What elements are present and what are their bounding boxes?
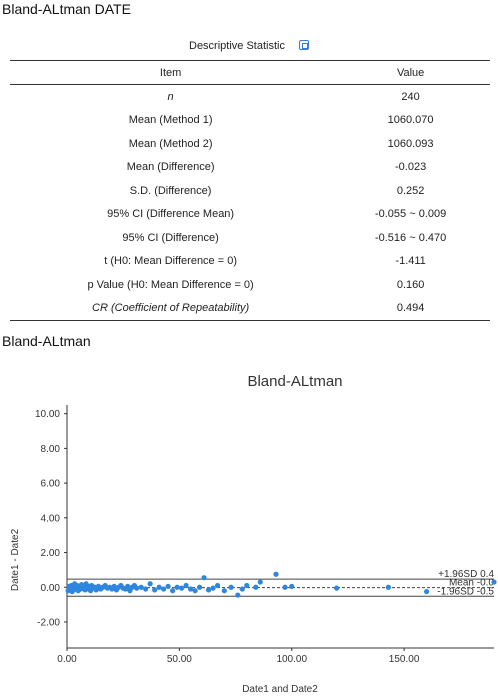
data-point — [143, 586, 149, 592]
row-label: n — [167, 90, 174, 103]
x-tick-label: 50.00 — [167, 654, 192, 665]
row-value: 0.160 — [396, 278, 425, 291]
data-point — [174, 584, 180, 590]
table-row: 95% CI (Difference) -0.516 ~ 0.470 — [10, 226, 490, 250]
data-point — [192, 588, 198, 594]
mean-label: Mean -0.0 — [449, 578, 494, 589]
row-value: 1060.070 — [387, 114, 434, 127]
y-tick-label: 4.00 — [41, 513, 61, 524]
data-point — [257, 579, 263, 585]
row-value: -0.055 ~ 0.009 — [374, 208, 447, 221]
section-heading-date: Bland-ALtman DATE — [2, 1, 131, 17]
table-row: CR (Coefficient of Repeatability) 0.494 — [10, 296, 490, 321]
data-point — [196, 584, 203, 590]
y-tick-label: 10.00 — [35, 409, 60, 420]
table-row: Mean (Method 2) 1060.093 — [10, 132, 490, 156]
data-point — [221, 588, 227, 594]
row-value: 1060.093 — [387, 137, 434, 150]
data-point — [491, 579, 497, 585]
data-point — [201, 575, 207, 581]
table-row: t (H0: Mean Difference = 0) -1.411 — [10, 250, 490, 274]
chart-title: Bland-ALtman — [247, 373, 342, 390]
data-point — [273, 571, 279, 577]
y-tick-label: 2.00 — [41, 548, 61, 559]
data-point — [165, 583, 171, 589]
data-point — [210, 585, 216, 591]
row-label: S.D. (Difference) — [129, 184, 212, 197]
data-point — [183, 582, 189, 589]
data-point — [385, 584, 391, 590]
data-point — [205, 587, 212, 593]
table-title-text: Descriptive Statistic — [189, 40, 285, 52]
row-label: 95% CI (Difference) — [122, 231, 219, 244]
row-label: t (H0: Mean Difference = 0) — [104, 255, 237, 268]
data-point — [147, 581, 153, 587]
lower-limit-label: -1.96SD -0.5 — [437, 586, 494, 597]
row-value: -0.023 — [395, 161, 427, 174]
x-tick-label: 100.00 — [276, 654, 307, 665]
row-value: -1.411 — [395, 255, 426, 268]
data-point — [188, 586, 194, 592]
header-value: Value — [331, 60, 490, 85]
row-value: 240 — [401, 90, 420, 103]
y-tick-label: -2.00 — [37, 617, 60, 628]
data-point — [134, 585, 140, 591]
row-label: p Value (H0: Mean Difference = 0) — [87, 278, 254, 291]
table-row: n 240 — [10, 85, 490, 109]
x-tick-label: 150.00 — [389, 654, 420, 665]
row-label: 95% CI (Difference Mean) — [107, 208, 235, 221]
y-tick-label: 0.00 — [41, 583, 61, 594]
data-point — [138, 584, 144, 590]
data-point — [228, 584, 234, 590]
data-point — [152, 587, 158, 593]
bland-altman-chart: Bland-ALtman Date1 - Date2 Date1 and Dat… — [10, 373, 497, 695]
table-row: 95% CI (Difference Mean) -0.055 ~ 0.009 — [10, 203, 490, 227]
table-row: S.D. (Difference) 0.252 — [10, 179, 490, 203]
row-label: Mean (Method 2) — [128, 137, 213, 150]
row-value: 0.494 — [331, 296, 490, 321]
x-tick-label: 0.00 — [57, 654, 77, 665]
data-point — [289, 583, 295, 589]
data-point — [125, 583, 131, 589]
row-label: CR (Coefficient of Repeatability) — [10, 296, 332, 321]
y-tick-label: 8.00 — [41, 444, 61, 455]
table-row: Mean (Method 1) 1060.070 — [10, 109, 490, 133]
table-row: p Value (H0: Mean Difference = 0) 0.160 — [10, 273, 490, 297]
data-point — [156, 584, 162, 590]
row-value: 0.252 — [396, 184, 425, 197]
descriptive-statistics-table: Item Value n 240 Mean (Method 1) 1060.070 … — [10, 60, 490, 321]
data-point — [214, 582, 221, 589]
copy-icon[interactable] — [298, 40, 309, 50]
data-point — [253, 584, 259, 590]
y-axis-label: Date1 - Date2 — [10, 528, 21, 591]
data-point — [179, 585, 185, 591]
data-point — [161, 586, 167, 592]
data-point — [334, 585, 340, 591]
data-point — [423, 588, 430, 595]
data-point — [235, 592, 241, 598]
data-point — [282, 584, 288, 590]
data-point — [170, 588, 176, 594]
x-axis-label: Date1 and Date2 — [242, 684, 318, 695]
table-title: Descriptive Statistic — [0, 40, 498, 52]
row-label: Mean (Difference) — [126, 161, 215, 174]
row-label: Mean (Method 1) — [128, 114, 213, 127]
table-row: Mean (Difference) -0.023 — [10, 156, 490, 180]
data-point — [239, 586, 245, 592]
row-value: -0.516 ~ 0.470 — [374, 231, 447, 244]
header-item: Item — [10, 60, 332, 85]
section-heading-chart: Bland-ALtman — [2, 333, 91, 349]
y-tick-label: 6.00 — [41, 479, 61, 490]
data-point — [244, 582, 250, 589]
upper-limit-label: +1.96SD 0.4 — [438, 569, 494, 580]
